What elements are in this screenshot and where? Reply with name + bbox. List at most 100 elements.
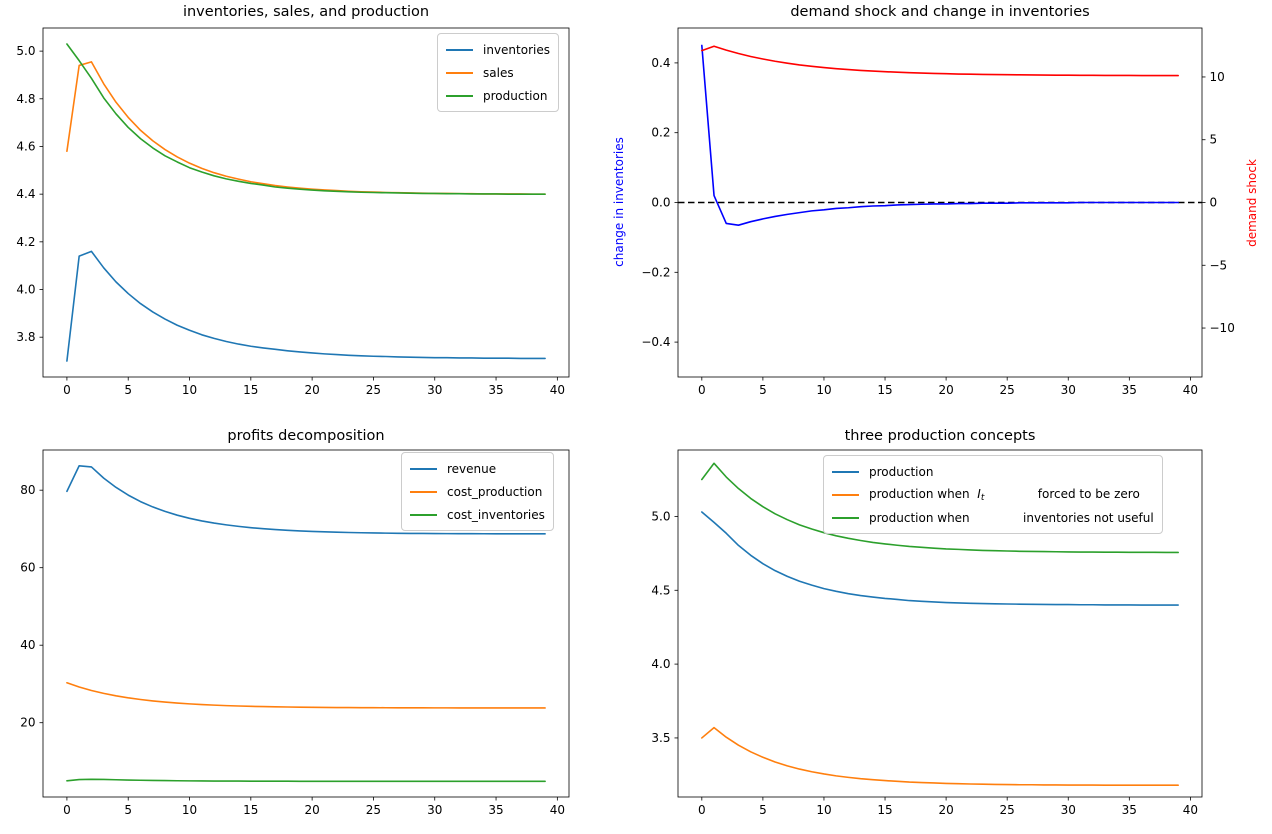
series-production [701,511,1179,606]
chart-profits-decomposition: 0 5 10 15 20 25 30 35 40 20 40 60 80 profits decompo… [0,417,636,834]
legend-line-sample [832,493,859,496]
legend-item: production when inventories not useful [832,506,1154,529]
x-tick-label: 0 [698,803,706,817]
plot-area: 0 5 10 15 20 25 30 35 40 3.8 4.0 4.2 4.4 4.6 4.8 5.0 [16,27,570,397]
legend-line-sample [446,48,473,51]
x-tick-label: 10 [816,383,831,397]
y-tick-label: −0.4 [641,335,670,349]
y-tick-label: 4.6 [16,139,35,153]
plot-area: 0 5 10 15 20 25 30 35 40 20 40 60 80 [20,449,570,817]
y-tick-label: 4.2 [16,235,35,249]
series-inventories [66,250,546,362]
legend: inventories sales production [437,33,559,112]
right-y-tick-label: −10 [1210,321,1235,335]
legend-item-label: production [483,88,548,103]
right-y-tick-label: 10 [1210,70,1225,84]
right-y-tick-label: −5 [1210,258,1228,272]
x-tick-label: 40 [550,803,565,817]
x-tick-label: 25 [366,803,381,817]
x-tick-label: 25 [1000,803,1015,817]
legend-item-label: sales [483,65,514,80]
x-tick-label: 0 [63,383,71,397]
legend-line-sample [832,516,859,519]
y-tick-label: 4.0 [651,657,670,671]
y-axis-ticks: 20 40 60 80 [20,483,43,730]
axes-spines [42,27,570,378]
y-tick-label: 40 [20,638,35,652]
legend-item: production [446,84,550,107]
y-axis-ticks: 3.8 4.0 4.2 4.4 4.6 4.8 5.0 [16,44,43,344]
x-tick-label: 25 [366,383,381,397]
y-tick-label: 4.4 [16,187,35,201]
series-change-in-inventories [701,44,1179,226]
x-tick-label: 25 [1000,383,1015,397]
y-tick-label: −0.2 [641,265,670,279]
x-tick-label: 5 [759,803,767,817]
x-tick-label: 35 [488,383,503,397]
y-tick-label: 0.4 [651,56,670,70]
x-tick-label: 30 [427,803,442,817]
series-production-when-i-t-forced-to-be-zero [701,726,1179,786]
series-production-when-inventories-not-useful [701,462,1179,554]
legend-item: cost_production [410,480,545,503]
y-axis-ticks: 3.5 4.0 4.5 5.0 [651,509,678,745]
legend-item-label: production [869,464,934,479]
x-tick-label: 15 [243,803,258,817]
x-tick-label: 15 [243,383,258,397]
x-tick-label: 20 [938,383,953,397]
x-tick-label: 20 [938,803,953,817]
right-y-tick-label: 5 [1210,133,1218,147]
y-axis-label-left: change in inventories [612,137,626,267]
chart-three-production-concepts: 0 5 10 15 20 25 30 35 40 3.5 4.0 4.5 5.0 three produ… [636,417,1272,834]
y-axis-ticks: −0.4 −0.2 0.0 0.2 0.4 [641,56,678,349]
x-tick-label: 0 [698,383,706,397]
legend-line-sample [446,71,473,74]
legend-item: cost_inventories [410,503,545,526]
x-tick-label: 20 [304,383,319,397]
x-tick-label: 0 [63,803,71,817]
x-tick-label: 15 [877,383,892,397]
y-tick-label: 0.0 [651,196,670,210]
legend-item: production when It forced to be zero [832,483,1154,506]
plot-area: 0 5 10 15 20 25 30 35 40 −0.4 −0.2 0.0 0.2 0.4 −10 −5 0 5… [641,27,1235,397]
right-y-tick-label: 0 [1210,196,1218,210]
y-tick-label: 60 [20,561,35,575]
series-cost-inventories [66,778,546,783]
plot-area: 0 5 10 15 20 25 30 35 40 3.5 4.0 4.5 5.0 [651,449,1203,817]
right-y-axis-ticks: −10 −5 0 5 10 [1202,70,1235,335]
y-tick-label: 20 [20,716,35,730]
x-tick-label: 35 [1122,803,1137,817]
legend-item-label: cost_production [447,484,543,499]
series-cost-production [66,681,546,709]
x-tick-label: 10 [182,383,197,397]
legend: production production when It forced to b… [823,455,1163,534]
chart-demand-shock-and-change-in-inventories: 0 5 10 15 20 25 30 35 40 −0.4 −0.2 0.0 0.2 0.4 −10 −5 0 5… [612,0,1272,417]
legend-item-label: inventories [483,42,550,57]
legend-item-label: revenue [447,461,497,476]
x-tick-label: 40 [1183,383,1198,397]
legend-item-label: production when It forced to be zero [869,486,1140,503]
x-tick-label: 10 [182,803,197,817]
legend-item: revenue [410,457,545,480]
x-axis-ticks: 0 5 10 15 20 25 30 35 40 [698,797,1198,817]
y-tick-label: 3.5 [651,731,670,745]
chart-title: demand shock and change in inventories [790,4,1090,20]
legend-item-label: cost_inventories [447,507,545,522]
axes-spines [677,449,1203,798]
y-tick-label: 4.8 [16,92,35,106]
x-tick-label: 35 [488,803,503,817]
x-tick-label: 40 [1183,803,1198,817]
x-tick-label: 10 [816,803,831,817]
x-tick-label: 5 [124,803,132,817]
legend-item: production [832,460,1154,483]
x-tick-label: 30 [1061,383,1076,397]
y-tick-label: 4.0 [16,283,35,297]
x-tick-label: 30 [1061,803,1076,817]
x-axis-ticks: 0 5 10 15 20 25 30 35 40 [63,797,565,817]
chart-title: inventories, sales, and production [182,4,430,20]
x-tick-label: 5 [759,383,767,397]
y-tick-label: 5.0 [651,509,670,523]
y-tick-label: 4.5 [651,583,670,597]
series-revenue [66,464,546,535]
